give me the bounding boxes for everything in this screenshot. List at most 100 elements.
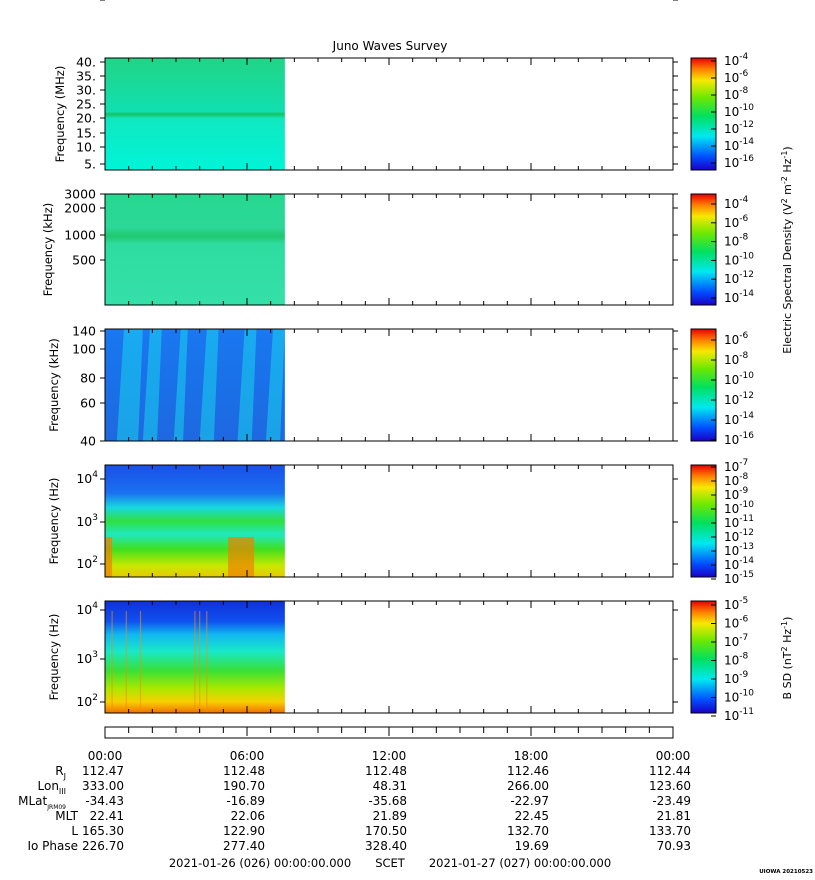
ephemeris-value: -34.43: [85, 794, 124, 808]
y-tick-label: 140: [72, 324, 96, 339]
ephemeris-label: MLatJRM09: [18, 794, 66, 811]
y-tick-label: 3000: [64, 187, 96, 202]
spectrogram-image-4: [105, 465, 285, 577]
chart-title: Juno Waves Survey: [332, 39, 448, 53]
y-tick-label: 60: [80, 396, 96, 411]
colorbar-tick-label: 10-8: [724, 351, 749, 367]
ephemeris-value: 266.00: [507, 779, 549, 793]
footer-scet: SCET: [375, 856, 406, 870]
y-tick-label: 35.: [76, 69, 96, 84]
y-axis-label: Frequency (MHz): [53, 66, 67, 163]
ephemeris-value: 112.48: [223, 764, 265, 778]
ephemeris-value: -35.68: [368, 794, 407, 808]
colorbar-tick-label: 10-14: [724, 411, 754, 427]
colorbar-tick-label: 10-9: [724, 670, 749, 686]
colorbar-3: 10-6 10-8 10-10 10-12 10-14 10-16: [690, 328, 754, 447]
colorbar-tick-label: 10-15: [724, 570, 754, 586]
y-tick-label: 1000: [64, 228, 96, 243]
y-axis-label: Frequency (Hz): [47, 478, 61, 565]
spectrogram-image-3: [105, 329, 285, 441]
y-tick-label: 20: [80, 0, 96, 3]
colorbar-tick-label: 10-16: [724, 154, 754, 170]
ephemeris-value: 165.30: [82, 824, 124, 838]
colorbar-tick-label: 10-14: [724, 137, 754, 153]
colorbar-gradient: [690, 464, 717, 578]
ephemeris-value: 19.69: [515, 839, 549, 853]
y-tick-label: 30.: [76, 83, 96, 98]
colorbar-tick-label: 10-10: [724, 689, 754, 705]
x-tick-label: 06:00: [230, 749, 265, 763]
ephemeris-value: -16.89: [226, 794, 265, 808]
ephemeris-value: 22.06: [231, 809, 265, 823]
emission-streak: [142, 329, 162, 441]
colorbar-tick-label: 10-11: [724, 514, 754, 530]
colorbar-tick-label: 10-16: [724, 431, 754, 447]
spectrogram-panel-4: 104 103 102 Frequency (Hz): [47, 464, 678, 578]
ephemeris-value: 133.70: [649, 824, 691, 838]
ephemeris-label: MLT: [55, 809, 78, 823]
ephemeris-value: 328.40: [365, 839, 407, 853]
footer-credit: UIOWA 20210523: [759, 869, 813, 875]
ephemeris-label: RJ: [55, 764, 66, 781]
colorbar-tick-label: 10-12: [724, 120, 754, 136]
spectrogram-image-2: [105, 194, 285, 305]
colorbar-tick-label: 10-5: [724, 596, 748, 612]
colorbar-tick-label: 10-10: [724, 371, 754, 387]
y-tick-label: 15.: [76, 126, 96, 141]
spectrogram-image-1: [105, 58, 285, 170]
y-tick-label: 500: [72, 253, 96, 268]
intense-emission: [228, 537, 255, 577]
spectrogram-panel-1: 40.35.30.25.20.15.10. 5. Frequency (MHz): [53, 55, 678, 172]
colorbar-tick-label: 10-11: [724, 707, 754, 723]
emission-streak: [173, 329, 188, 441]
colorbar-tick-label: 10-13: [724, 542, 754, 558]
y-tick-label: 100: [72, 342, 96, 357]
colorbar-tick-label: 10-6: [724, 69, 749, 85]
colorbar-gradient: [690, 57, 717, 171]
y-tick-label: 2000: [64, 201, 96, 216]
ephemeris-value: 112.46: [507, 764, 549, 778]
colorbar-tick-label: 10-9: [724, 486, 749, 502]
emission-streak: [199, 329, 219, 441]
x-tick-label: 00:00: [656, 749, 691, 763]
ephemeris-label: L: [71, 824, 78, 838]
colorbar-tick-label: 10-4: [724, 195, 749, 211]
y-tick-label: 40: [80, 434, 96, 449]
colorbar-tick-label: 10-12: [724, 528, 754, 544]
colorbar-tick-label: 10-6: [724, 331, 749, 347]
y-tick-label: 103: [76, 650, 98, 666]
ephemeris-value: 277.40: [223, 839, 265, 853]
colorbar-tick-label: 10-10: [724, 500, 754, 516]
colorbar-tick-label: 10-7: [724, 633, 748, 649]
x-tick-label: 12:00: [372, 749, 407, 763]
ephemeris-value: -23.49: [652, 794, 691, 808]
colorbar-tick-label: 10-12: [724, 391, 754, 407]
ephemeris-value: 22.41: [90, 809, 124, 823]
y-tick-label: 5.: [84, 157, 96, 172]
colorbar-gradient: [690, 600, 717, 714]
colorbar-tick-label: 10-6: [724, 615, 749, 631]
ephemeris-value: 48.31: [373, 779, 407, 793]
magnetic-colorbar-title: B SD (nT2 Hz-1): [780, 617, 794, 700]
x-tick-label: 00:00: [88, 749, 123, 763]
ephemeris-value: 226.70: [82, 839, 124, 853]
colorbar-tick-label: 10-8: [724, 86, 749, 102]
electric-colorbar-title: Electric Spectral Density (V2 m-2 Hz-1): [780, 146, 794, 353]
y-tick-label: 25.: [76, 97, 96, 112]
emission-streak: [237, 329, 257, 441]
emission-streak: [116, 329, 143, 441]
y-tick-label: 20.: [76, 111, 96, 126]
colorbar-tick-label: 10-4: [724, 52, 749, 68]
y-axis-label: Frequency (kHz): [41, 203, 55, 296]
ephemeris-value: 70.93: [657, 839, 691, 853]
ephemeris-value: 21.89: [373, 809, 407, 823]
y-tick-label: 104: [76, 601, 98, 617]
y-tick-label: 102: [76, 693, 98, 709]
colorbar-tick-label: 10-14: [724, 289, 754, 305]
ephemeris-value: 112.48: [365, 764, 407, 778]
ephemeris-value: 123.60: [649, 779, 691, 793]
ephemeris-value: 122.90: [223, 824, 265, 838]
